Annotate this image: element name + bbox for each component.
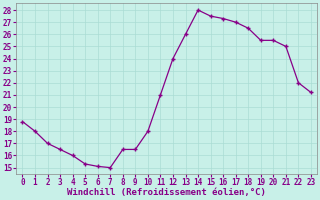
X-axis label: Windchill (Refroidissement éolien,°C): Windchill (Refroidissement éolien,°C) — [67, 188, 266, 197]
